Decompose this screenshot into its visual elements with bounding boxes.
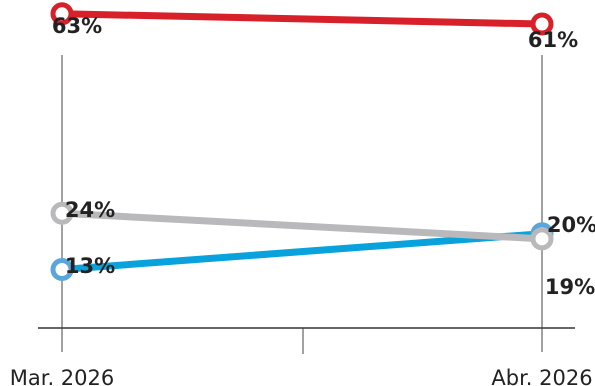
- data-label-series-2-1: 24%: [65, 198, 115, 222]
- series-2-point-1: [50, 201, 74, 225]
- chart-axes: [38, 55, 575, 354]
- series-1-line: [58, 10, 546, 28]
- series-3-point-1: [50, 258, 74, 282]
- x-tick-label-2: Abr. 2026: [491, 366, 592, 386]
- data-label-series-2-2: 19%: [545, 275, 595, 299]
- chart-series: [50, 2, 554, 282]
- chart-labels: Mar. 2026 Abr. 2026 63% 61% 24% 19% 13% 20%: [10, 14, 595, 386]
- data-label-series-1-2: 61%: [528, 28, 578, 52]
- series-1-point-2: [530, 12, 554, 36]
- data-label-series-3-1: 13%: [65, 254, 115, 278]
- data-label-series-1-1: 63%: [52, 14, 102, 38]
- series-3-line: [58, 230, 546, 274]
- x-tick-label-1: Mar. 2026: [10, 366, 115, 386]
- series-2-line: [58, 209, 546, 243]
- data-label-series-3-2: 20%: [547, 213, 595, 237]
- series-1-point-1: [50, 2, 74, 26]
- series-2-point-2: [530, 227, 554, 251]
